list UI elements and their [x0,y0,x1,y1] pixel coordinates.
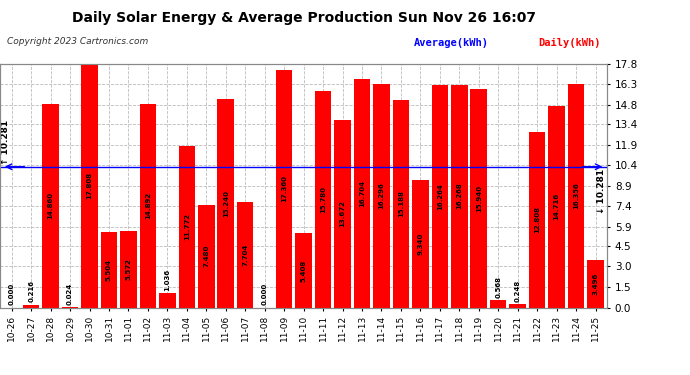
Text: 12.808: 12.808 [534,206,540,233]
Text: 14.860: 14.860 [48,192,54,219]
Text: 13.672: 13.672 [339,201,346,227]
Text: 15.940: 15.940 [475,185,482,212]
Text: 16.356: 16.356 [573,182,579,209]
Bar [120,231,137,308]
Text: 15.188: 15.188 [398,190,404,217]
Text: 17.808: 17.808 [86,172,92,199]
Bar [198,205,215,308]
Bar [587,260,604,308]
Bar [23,304,39,307]
Text: 0.024: 0.024 [67,283,73,305]
Text: 0.568: 0.568 [495,276,501,298]
Text: 17.360: 17.360 [281,175,287,202]
Bar [81,64,98,308]
Text: ↑ 10.281: ↑ 10.281 [1,120,10,165]
Bar [490,300,506,307]
Text: 3.496: 3.496 [593,273,598,295]
Text: 5.572: 5.572 [126,258,132,280]
Bar [42,104,59,308]
Bar [568,84,584,308]
Bar [334,120,351,308]
Text: Daily Solar Energy & Average Production Sun Nov 26 16:07: Daily Solar Energy & Average Production … [72,11,535,25]
Text: 9.340: 9.340 [417,232,424,255]
Bar [295,234,312,308]
Bar [451,85,468,308]
Text: 0.000: 0.000 [9,283,14,306]
Text: 14.716: 14.716 [553,193,560,220]
Bar [179,146,195,308]
Text: 0.216: 0.216 [28,280,34,303]
Bar [509,304,526,307]
Text: 16.268: 16.268 [456,183,462,210]
Text: 1.036: 1.036 [164,269,170,291]
Bar [393,99,409,308]
Bar [354,79,371,308]
Bar [431,85,448,308]
Bar [315,92,331,308]
Text: Average(kWh): Average(kWh) [414,38,489,48]
Text: ↓ 10.281: ↓ 10.281 [597,169,606,214]
Bar [101,232,117,308]
Text: 14.892: 14.892 [145,192,151,219]
Bar [412,180,428,308]
Text: 16.296: 16.296 [378,183,384,209]
Bar [373,84,390,308]
Text: 0.248: 0.248 [515,280,521,302]
Bar [549,106,565,307]
Bar [159,293,176,308]
Text: 7.704: 7.704 [242,244,248,266]
Text: 16.264: 16.264 [437,183,443,210]
Text: 0.000: 0.000 [262,283,268,306]
Bar [276,70,293,308]
Text: Daily(kWh): Daily(kWh) [538,38,601,48]
Text: 5.408: 5.408 [301,260,306,282]
Text: 15.780: 15.780 [320,186,326,213]
Bar [471,89,487,308]
Bar [529,132,545,308]
Text: 5.504: 5.504 [106,259,112,281]
Text: Copyright 2023 Cartronics.com: Copyright 2023 Cartronics.com [7,38,148,46]
Text: 15.240: 15.240 [223,190,229,217]
Text: 7.480: 7.480 [204,245,209,267]
Bar [139,104,156,308]
Bar [237,202,253,308]
Text: 11.772: 11.772 [184,213,190,240]
Bar [217,99,234,308]
Text: 16.704: 16.704 [359,180,365,207]
